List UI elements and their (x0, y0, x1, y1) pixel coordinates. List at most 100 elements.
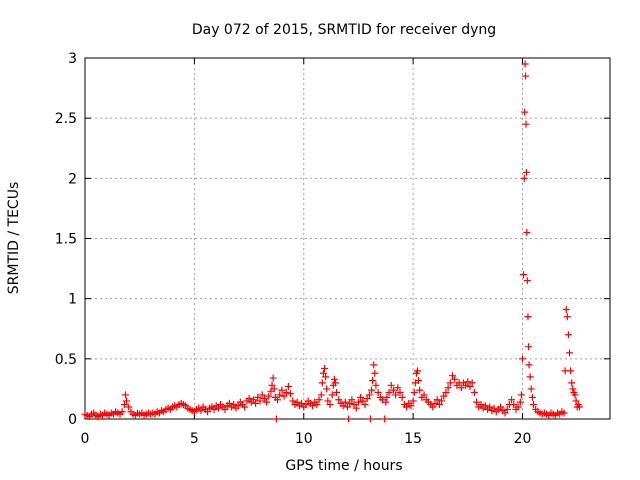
data-point (440, 392, 448, 400)
data-point (366, 415, 374, 423)
data-point (317, 391, 325, 399)
data-point (522, 168, 530, 176)
data-point (221, 405, 229, 413)
data-point (394, 384, 402, 392)
data-point (520, 174, 528, 182)
data-point (363, 395, 371, 403)
data-point (522, 120, 530, 128)
axis-ticks: 0 0.5 1 1.5 2 2.5 3 0 5 10 15 20 (55, 51, 610, 447)
data-point (569, 385, 577, 393)
data-point (567, 367, 575, 375)
data-point (368, 386, 376, 394)
data-point (125, 403, 133, 411)
data-point (272, 415, 280, 423)
data-point (234, 402, 242, 410)
y-tick-label: 2 (68, 171, 77, 187)
data-point (451, 375, 459, 383)
y-tick-label: 3 (68, 51, 77, 67)
data-point (524, 313, 532, 321)
data-point (446, 379, 454, 387)
data-point (521, 60, 529, 68)
data-point (516, 398, 524, 406)
data-point (525, 343, 533, 351)
data-point (521, 108, 529, 116)
data-point (249, 396, 257, 404)
data-point (398, 393, 406, 401)
data-point (359, 397, 367, 405)
data-point (123, 397, 131, 405)
data-point (431, 399, 439, 407)
data-point (526, 373, 534, 381)
data-point (365, 391, 373, 399)
data-point (470, 389, 478, 397)
data-point (324, 397, 332, 405)
data-point (563, 313, 571, 321)
data-point (568, 379, 576, 387)
data-point (410, 389, 418, 397)
data-point (409, 397, 417, 405)
data-point (438, 397, 446, 405)
data-point (435, 401, 443, 409)
data-point (258, 391, 266, 399)
data-point (270, 385, 278, 393)
data-point (429, 403, 437, 411)
data-point (333, 389, 341, 397)
data-point (525, 361, 533, 369)
data-point (372, 381, 380, 389)
data-point (571, 391, 579, 399)
data-point (477, 401, 485, 409)
data-point (389, 386, 397, 394)
data-point (415, 376, 423, 384)
data-point (260, 395, 268, 403)
data-point (407, 402, 415, 410)
data-point (473, 398, 481, 406)
data-point (528, 393, 536, 401)
data-point (313, 401, 321, 409)
data-point (497, 403, 505, 411)
data-point (522, 72, 530, 80)
data-point (230, 401, 238, 409)
data-point (276, 391, 284, 399)
data-point (120, 401, 128, 409)
data-point (335, 396, 343, 404)
x-tick-label: 5 (190, 431, 199, 447)
data-point (382, 398, 390, 406)
y-tick-label: 0 (68, 412, 77, 428)
x-tick-label: 10 (295, 431, 313, 447)
data-point (519, 355, 526, 363)
data-point (280, 392, 288, 400)
data-point (254, 393, 262, 401)
data-point (420, 391, 428, 399)
data-point (369, 376, 377, 384)
data-point (357, 393, 365, 401)
data-point (354, 398, 362, 406)
data-point (346, 399, 354, 407)
data-point (293, 398, 301, 406)
data-point (529, 401, 537, 409)
data-point (462, 381, 470, 389)
data-point (481, 402, 489, 410)
data-point (282, 389, 290, 397)
data-point (118, 408, 126, 416)
data-point (514, 403, 522, 411)
data-point (348, 396, 356, 404)
data-point (383, 393, 391, 401)
data-point (575, 403, 583, 411)
data-point (520, 271, 528, 279)
data-point (345, 415, 353, 423)
data-point (328, 391, 336, 399)
data-point (263, 398, 271, 406)
data-point (510, 401, 518, 409)
data-point (523, 228, 531, 236)
data-point (503, 405, 511, 413)
data-point (392, 391, 400, 399)
data-point (121, 391, 129, 399)
data-point (370, 361, 378, 369)
data-point (225, 399, 233, 407)
data-point (381, 415, 389, 423)
data-point (315, 396, 323, 404)
data-point (252, 399, 260, 407)
x-tick-label: 15 (404, 431, 422, 447)
chart-title: Day 072 of 2015, SRMTID for receiver dyn… (192, 22, 496, 38)
data-point (468, 379, 476, 387)
